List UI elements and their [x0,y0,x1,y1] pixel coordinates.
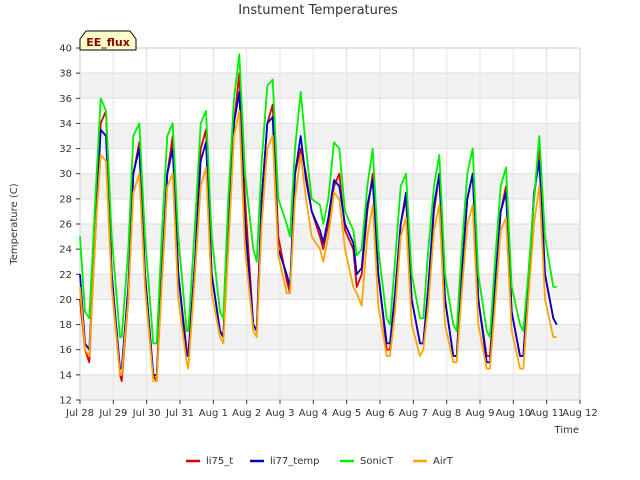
y-tick-label: 20 [59,295,72,306]
badge-box [79,30,137,51]
x-tick-label: Aug 2 [232,408,261,419]
background-band [80,73,580,99]
y-tick-label: 18 [59,320,72,331]
y-tick-label: 28 [59,194,72,205]
background-band [80,274,580,300]
background-band [80,374,580,400]
legend-label-li75-t: li75_t [206,456,233,467]
x-axis-ticks: Jul 28 Jul 29 Jul 30 Jul 31 Aug 1 Aug 2 Aug 3 A… [65,400,598,419]
y-tick-label: 36 [59,94,72,105]
badge-label: EE_flux [86,36,130,49]
legend-label-sonict: SonicT [360,456,394,467]
ee-flux-badge: EE_flux [79,30,137,51]
background-band [80,123,580,149]
series-lines [79,53,558,383]
chart-title: Instument Temperatures [238,3,398,18]
x-axis-title: Time [554,425,579,436]
y-tick-label: 30 [59,169,72,180]
x-tick-label: Aug 9 [465,408,494,419]
x-tick-label: Aug 3 [265,408,294,419]
y-tick-label: 26 [59,220,72,231]
legend-label-airt: AirT [433,456,454,467]
background-band [80,324,580,350]
x-tick-label: Jul 28 [65,408,94,419]
legend: li75_t li77_temp SonicT AirT [186,456,454,467]
x-tick-label: Aug 7 [399,408,428,419]
x-tick-label: Aug 5 [332,408,361,419]
x-tick-label: Aug 10 [496,408,531,419]
y-tick-label: 24 [59,245,72,256]
y-axis-title: Temperature (C) [9,183,20,265]
y-tick-label: 32 [59,144,72,155]
y-tick-label: 16 [59,345,72,356]
x-tick-label: Aug 8 [432,408,461,419]
x-tick-label: Aug 4 [299,408,328,419]
y-tick-label: 38 [59,69,72,80]
plot-background-bands [80,73,580,400]
y-tick-label: 40 [59,44,72,55]
x-tick-label: Aug 6 [365,408,394,419]
x-tick-label: Jul 30 [132,408,161,419]
series-line-airt [79,110,557,383]
y-axis-ticks: 12 14 16 18 20 22 24 26 28 30 32 34 36 38 40 [59,44,80,407]
series-line-sonict [79,53,557,345]
x-tick-label: Aug 1 [199,408,228,419]
y-tick-label: 12 [59,396,72,407]
legend-label-li77-temp: li77_temp [270,456,319,467]
y-tick-label: 22 [59,270,72,281]
x-tick-label: Jul 31 [165,408,194,419]
x-tick-label: Aug 12 [562,408,597,419]
x-tick-label: Aug 11 [529,408,564,419]
x-tick-label: Jul 29 [98,408,127,419]
y-tick-label: 14 [59,370,72,381]
y-tick-label: 34 [59,119,72,130]
